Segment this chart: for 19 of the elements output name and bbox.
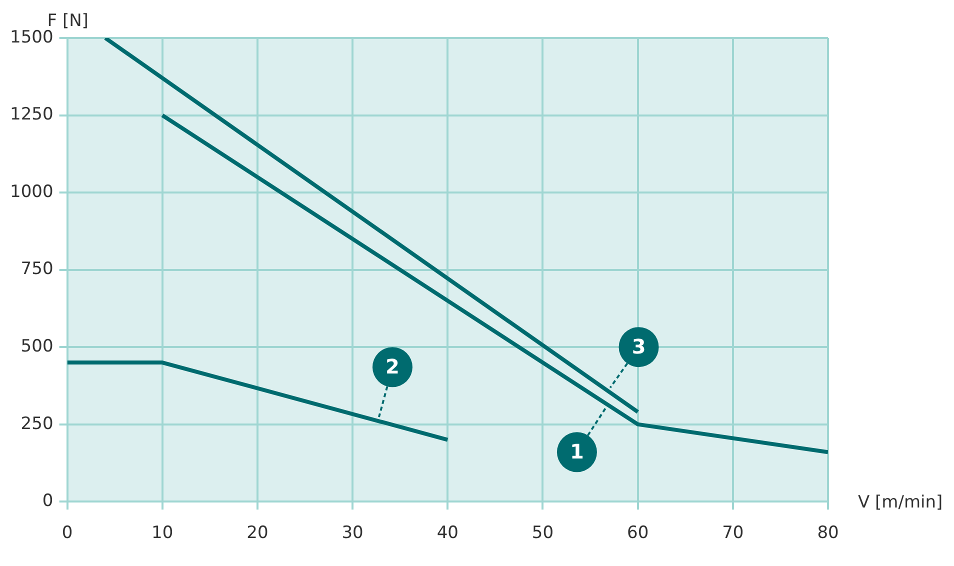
annotation: 2 xyxy=(386,354,400,378)
y-tick-label: 500 xyxy=(20,336,54,356)
x-tick-label: 50 xyxy=(532,523,554,544)
y-tick-label: 1000 xyxy=(10,182,54,202)
x-tick-label: 70 xyxy=(722,523,744,544)
annotation: 3 xyxy=(632,334,646,358)
x-tick-label: 20 xyxy=(246,523,268,544)
x-tick-label: 0 xyxy=(62,523,73,544)
y-tick-label: 750 xyxy=(20,259,54,280)
y-tick-label: 250 xyxy=(20,414,54,434)
x-axis-title: V [m/min] xyxy=(858,492,943,513)
x-tick-label: 40 xyxy=(436,523,458,544)
x-tick-label: 10 xyxy=(152,523,174,544)
annotation: 1 xyxy=(570,439,584,464)
x-tick-label: 30 xyxy=(342,523,364,544)
y-tick-label: 0 xyxy=(42,491,54,512)
x-tick-label: 60 xyxy=(626,523,649,544)
x-tick-label: 80 xyxy=(817,523,839,544)
y-tick-label: 1250 xyxy=(10,104,54,125)
